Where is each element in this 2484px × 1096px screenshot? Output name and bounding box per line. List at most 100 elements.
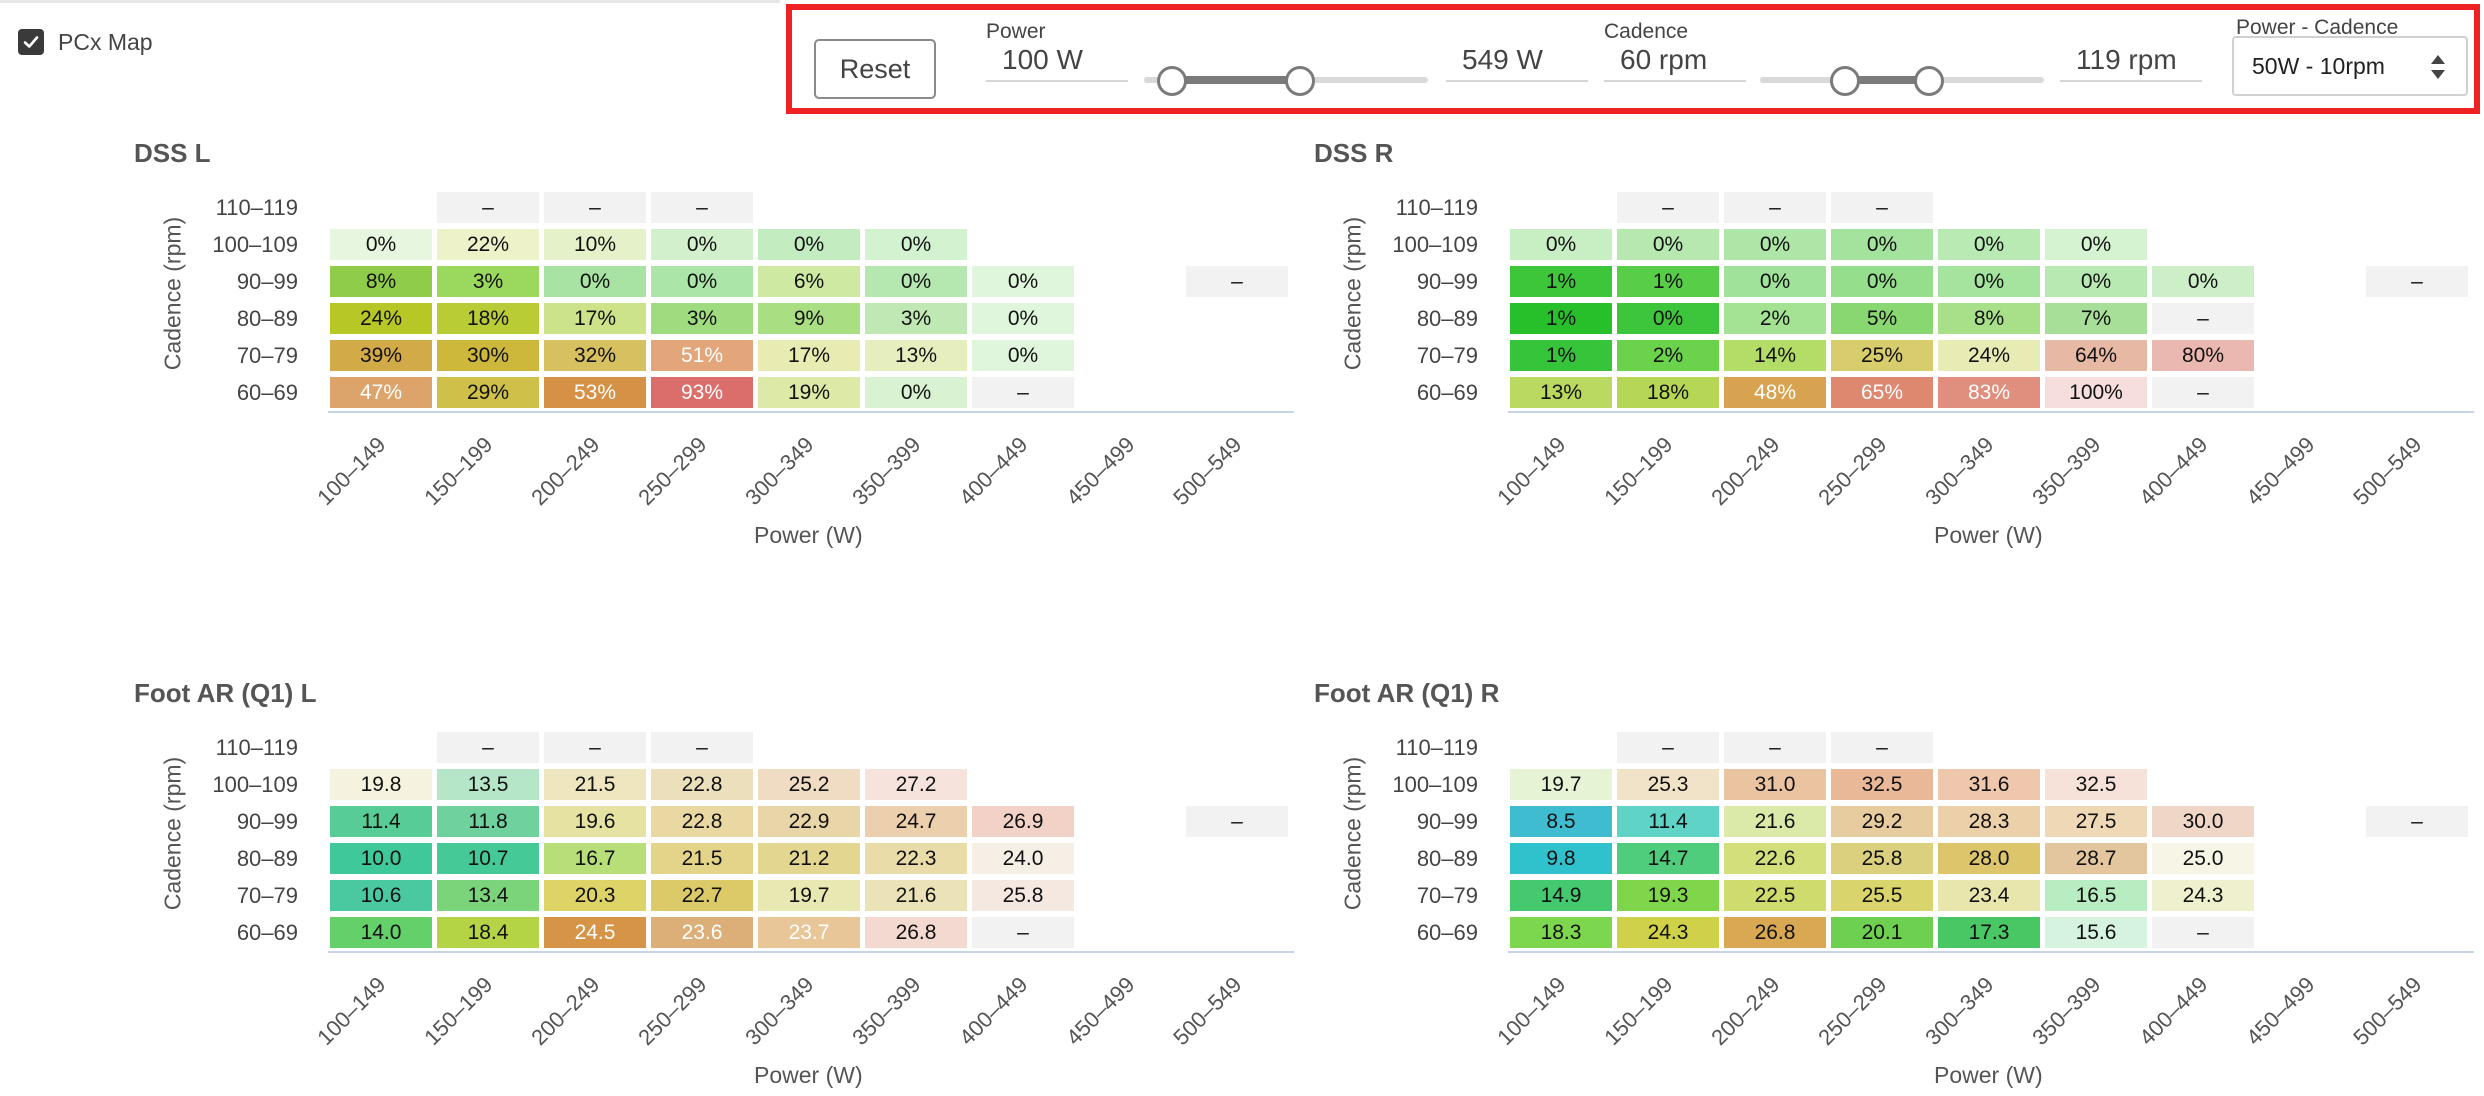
heatmap-cell: –: [651, 732, 753, 763]
heatmap-cell: 8.5: [1510, 806, 1612, 837]
heatmap-cell: 23.7: [758, 917, 860, 948]
heatmap-cell: 25.8: [1831, 843, 1933, 874]
heatmap-cell: 21.6: [865, 880, 967, 911]
heatmap-panel: DSS L Cadence (rpm) 110–119 100–109 90–99 80–…: [134, 138, 1294, 548]
x-tick-label: 150–199: [1599, 971, 1678, 1051]
power-max-input[interactable]: 549 W: [1446, 40, 1588, 82]
heatmap-cell: –: [437, 192, 539, 223]
heatmap-cell: 16.7: [544, 843, 646, 874]
y-tick-label: 90–99: [1416, 269, 1478, 294]
y-tick-label: 110–119: [1395, 735, 1478, 760]
x-tick-label: 350–399: [2027, 971, 2106, 1051]
binning-select[interactable]: 50W - 10rpm: [2232, 36, 2468, 96]
y-tick-label: 80–89: [236, 846, 298, 871]
heatmap-cell: 14.9: [1510, 880, 1612, 911]
y-tick-label: 60–69: [1416, 380, 1478, 405]
heatmap-cell: 28.3: [1938, 806, 2040, 837]
y-tick-label: 80–89: [236, 306, 298, 331]
heatmap-cell: 19.7: [1510, 769, 1612, 800]
heatmap-cell: 25.3: [1617, 769, 1719, 800]
filter-controls-panel: Reset Power 100 W 549 W Cadence 60 rpm 1…: [786, 4, 2480, 114]
y-tick-label: 110–119: [215, 735, 298, 760]
heatmap-cell: 26.8: [865, 917, 967, 948]
chart-title: Foot AR (Q1) L: [134, 678, 317, 708]
cadence-min-input[interactable]: 60 rpm: [1604, 40, 1746, 82]
heatmap-cell: 17%: [544, 303, 646, 334]
x-axis-label: Power (W): [754, 1062, 863, 1088]
heatmap-cell: 31.0: [1724, 769, 1826, 800]
cadence-max-input[interactable]: 119 rpm: [2060, 40, 2202, 82]
x-tick-label: 500–549: [1168, 971, 1247, 1051]
heatmap-cell: 10.6: [330, 880, 432, 911]
heatmap-cell: 20.3: [544, 880, 646, 911]
y-tick-label: 60–69: [236, 380, 298, 405]
reset-button[interactable]: Reset: [814, 39, 936, 99]
heatmap-cell: 47%: [330, 377, 432, 408]
heatmap-cell: 22.3: [865, 843, 967, 874]
x-axis-line: [328, 411, 1294, 413]
y-tick-label: 110–119: [215, 195, 298, 220]
y-tick-label: 100–109: [212, 232, 298, 257]
heatmap-cell: 0%: [2045, 229, 2147, 260]
heatmap-cell: 23.4: [1938, 880, 2040, 911]
heatmap-cell: 8%: [330, 266, 432, 297]
y-tick-label: 60–69: [236, 920, 298, 945]
heatmap-cell: 9.8: [1510, 843, 1612, 874]
heatmap-cell: 18.3: [1510, 917, 1612, 948]
y-tick-label: 70–79: [236, 343, 298, 368]
heatmap-cell: –: [1831, 192, 1933, 223]
heatmap-cell: –: [2152, 303, 2254, 334]
heatmap-cell: –: [1617, 732, 1719, 763]
heatmap-cell: 15.6: [2045, 917, 2147, 948]
power-min-handle[interactable]: [1157, 66, 1188, 96]
x-tick-label: 350–399: [847, 971, 926, 1051]
y-tick-label: 110–119: [1395, 195, 1478, 220]
power-min-input[interactable]: 100 W: [986, 40, 1128, 82]
heatmap-cell: 0%: [972, 266, 1074, 297]
heatmap-cell: 0%: [651, 229, 753, 260]
heatmap-cell: 0%: [2152, 266, 2254, 297]
y-axis-label: Cadence (rpm): [1339, 216, 1366, 371]
x-tick-label: 450–499: [1061, 971, 1140, 1051]
x-tick-label: 400–449: [954, 971, 1033, 1051]
heatmap-cell: 0%: [1724, 229, 1826, 260]
heatmap-cell: 10.7: [437, 843, 539, 874]
cadence-max-handle[interactable]: [1913, 66, 1944, 96]
heatmap-cell: 10.0: [330, 843, 432, 874]
heatmap-cell: –: [972, 917, 1074, 948]
heatmap-cell: 1%: [1510, 266, 1612, 297]
top-divider: [0, 0, 780, 3]
power-max-handle[interactable]: [1284, 66, 1315, 96]
heatmap-cell: 19%: [758, 377, 860, 408]
y-tick-label: 60–69: [1416, 920, 1478, 945]
heatmap-cell: 0%: [2045, 266, 2147, 297]
heatmap-cell: 19.3: [1617, 880, 1719, 911]
y-tick-label: 80–89: [1416, 306, 1478, 331]
heatmap-cell: 28.7: [2045, 843, 2147, 874]
heatmap-cell: 19.8: [330, 769, 432, 800]
x-tick-label: 450–499: [2241, 431, 2320, 511]
power-slider-range: [1172, 76, 1300, 84]
binning-select-value: 50W - 10rpm: [2252, 52, 2385, 79]
heatmap-cell: 13%: [865, 340, 967, 371]
heatmap-cell: 32.5: [2045, 769, 2147, 800]
pcx-map-checkbox[interactable]: [18, 29, 44, 55]
x-tick-label: 400–449: [2134, 431, 2213, 511]
x-axis-label: Power (W): [1934, 522, 2043, 548]
x-axis-label: Power (W): [1934, 1062, 2043, 1088]
heatmap-cell: 6%: [758, 266, 860, 297]
cadence-min-handle[interactable]: [1830, 66, 1861, 96]
heatmap-cell: –: [972, 377, 1074, 408]
y-tick-label: 90–99: [1416, 809, 1478, 834]
x-tick-label: 500–549: [2348, 971, 2427, 1051]
pcx-map-toggle[interactable]: PCx Map: [18, 26, 153, 58]
cadence-label: Cadence: [1604, 20, 1689, 43]
heatmap-cell: 32%: [544, 340, 646, 371]
x-tick-label: 350–399: [847, 431, 926, 511]
heatmap-cell: 8%: [1938, 303, 2040, 334]
x-tick-label: 300–349: [740, 971, 819, 1051]
heatmap-cell: 21.6: [1724, 806, 1826, 837]
heatmap-cell: –: [544, 192, 646, 223]
heatmap-cell: 0%: [865, 266, 967, 297]
heatmap-cell: 0%: [330, 229, 432, 260]
